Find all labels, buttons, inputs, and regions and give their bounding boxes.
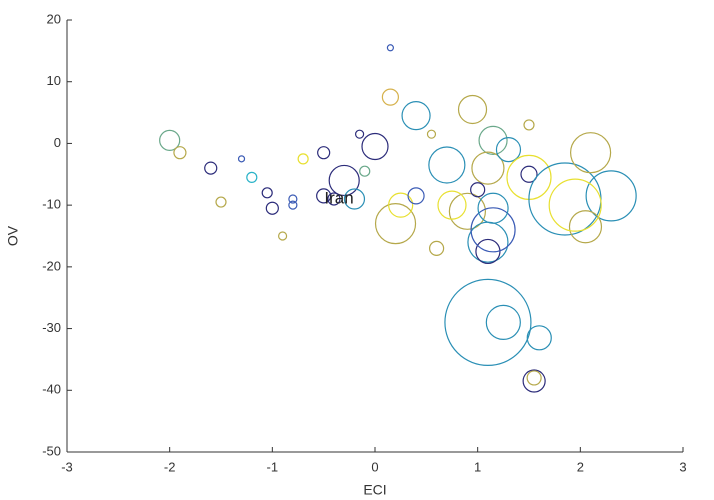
bubble (437, 190, 467, 220)
bubble (288, 194, 298, 204)
y-tick-label: -10 (42, 197, 61, 212)
bubble (316, 188, 332, 204)
bubble (386, 44, 394, 52)
bubble (388, 192, 414, 218)
bubble (526, 325, 552, 351)
y-tick-label: -50 (42, 443, 61, 458)
x-axis-label: ECI (363, 482, 386, 498)
bubble (297, 153, 309, 165)
bubble (429, 240, 445, 256)
y-tick-label: 0 (54, 135, 61, 150)
bubble (173, 146, 187, 160)
annotation: Iran (324, 188, 353, 207)
bubble (448, 192, 486, 230)
y-tick-label: -30 (42, 320, 61, 335)
y-axis-label: OV (5, 225, 21, 246)
bubble (359, 165, 371, 177)
y-tick-label: 10 (47, 73, 61, 88)
bubble (215, 196, 227, 208)
bubble (401, 101, 431, 131)
bubble (265, 201, 279, 215)
bubble (568, 210, 603, 244)
bubble (261, 187, 273, 199)
x-tick-label: -3 (61, 459, 73, 474)
bubble (522, 369, 546, 393)
y-tick-label: 20 (47, 11, 61, 26)
bubble (548, 178, 602, 232)
bubble (569, 132, 612, 174)
bubble (343, 188, 366, 210)
bubble (361, 132, 389, 161)
bubble (237, 155, 246, 163)
x-tick-label: 1 (474, 459, 481, 474)
bubble (457, 94, 488, 125)
bubble (470, 182, 486, 198)
bubble (475, 238, 501, 265)
bubble (477, 192, 509, 224)
bubble (520, 165, 538, 183)
bubble (428, 146, 466, 184)
bubble (374, 203, 417, 245)
y-tick-label: -40 (42, 382, 61, 397)
bubble (485, 304, 521, 340)
bubble (585, 170, 637, 222)
bubble (328, 164, 360, 197)
bubble (523, 119, 535, 131)
bubble (278, 231, 288, 241)
x-tick-label: -1 (267, 459, 279, 474)
bubble (327, 192, 341, 206)
bubble (355, 129, 365, 139)
x-tick-label: -2 (164, 459, 176, 474)
bubble (526, 370, 542, 386)
x-tick-label: 0 (371, 459, 378, 474)
bubble (478, 125, 508, 155)
bubble (470, 207, 516, 253)
bubble (317, 146, 331, 160)
bubble (204, 161, 218, 175)
bubble (407, 187, 425, 205)
y-tick-label: -20 (42, 258, 61, 273)
bubble (471, 151, 505, 185)
bubble (288, 200, 298, 210)
bubble (246, 171, 258, 183)
bubble (426, 129, 437, 139)
x-tick-label: 2 (577, 459, 584, 474)
x-tick-label: 3 (679, 459, 686, 474)
bubble (381, 88, 399, 106)
bubble (159, 129, 181, 151)
bubble (495, 137, 522, 163)
bubble (444, 278, 532, 366)
